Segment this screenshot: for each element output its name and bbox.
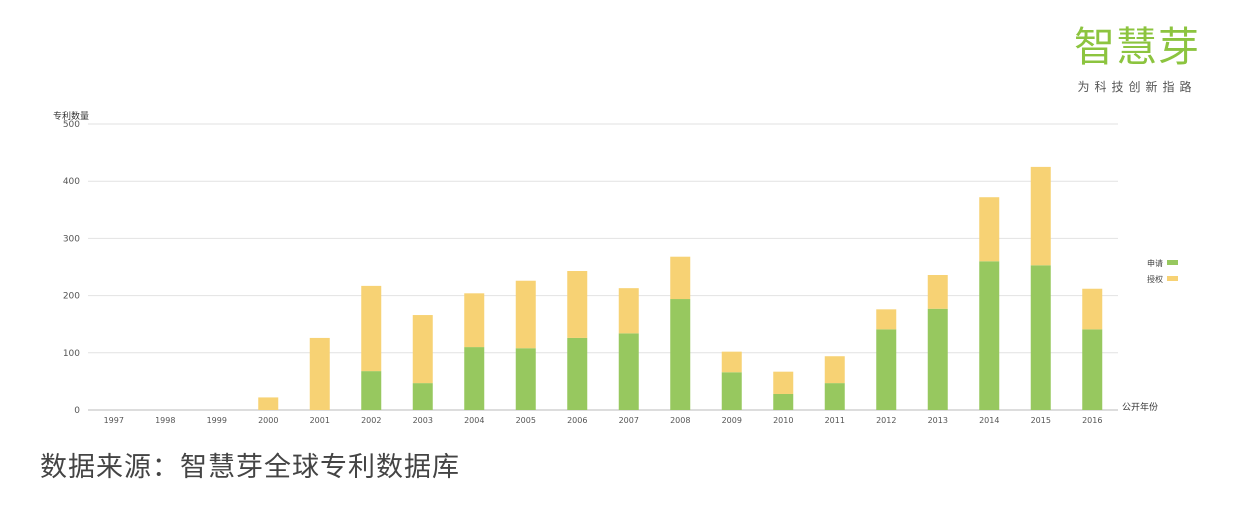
bar-grant-2008	[670, 256, 691, 300]
bar-application-2006	[567, 337, 588, 410]
x-tick-label: 2001	[310, 416, 330, 425]
y-tick-label: 500	[63, 120, 80, 130]
x-tick-label: 2010	[773, 416, 793, 425]
y-tick-label: 400	[63, 177, 80, 187]
logo-tagline: 为科技创新指路	[1077, 80, 1197, 94]
x-tick-label: 2002	[361, 416, 381, 425]
x-tick-label: 2012	[876, 416, 896, 425]
bar-application-2011	[824, 383, 845, 410]
x-tick-label: 2014	[979, 416, 999, 425]
bar-application-2005	[515, 348, 536, 410]
bar-grant-2014	[979, 197, 1000, 262]
bar-grant-2012	[876, 309, 897, 330]
y-tick-label: 300	[63, 234, 80, 244]
bars-layer	[258, 166, 1103, 410]
brand-logo: 智慧芽 为科技创新指路	[1064, 22, 1210, 95]
legend-label: 授权	[1147, 274, 1163, 284]
x-tick-label: 1999	[207, 416, 227, 425]
bar-grant-2002	[361, 285, 382, 372]
bar-grant-2010	[773, 371, 794, 394]
bar-application-2007	[618, 333, 639, 410]
x-tick-label: 2005	[516, 416, 536, 425]
x-tick-label: 2016	[1082, 416, 1102, 425]
bar-grant-2001	[309, 337, 330, 410]
x-tick-label: 2013	[928, 416, 948, 425]
bar-application-2016	[1082, 329, 1103, 410]
bar-grant-2006	[567, 271, 588, 338]
legend-swatch	[1167, 260, 1178, 265]
x-axis-label: 公开年份	[1122, 401, 1158, 413]
bar-grant-2015	[1030, 166, 1051, 266]
data-source-caption: 数据来源：智慧芽全球专利数据库	[40, 452, 460, 483]
bar-grant-2011	[824, 356, 845, 384]
bar-grant-2004	[464, 293, 485, 348]
bar-application-2009	[721, 372, 742, 410]
y-tick-label: 0	[74, 406, 80, 416]
y-tick-label: 200	[63, 292, 80, 302]
grid-layer	[88, 123, 1118, 411]
bar-grant-2013	[927, 275, 948, 309]
patent-chart: 0 100 200 300 400 500 专利数量公开年份 1997 1998 1999 2000…	[53, 110, 1178, 425]
x-tick-label: 2007	[619, 416, 639, 425]
bar-grant-2016	[1082, 288, 1103, 330]
x-tick-label: 2011	[825, 416, 845, 425]
x-tick-label: 2000	[258, 416, 278, 425]
x-tick-label: 2015	[1031, 416, 1051, 425]
bar-application-2010	[773, 393, 794, 410]
bar-application-2004	[464, 347, 485, 410]
x-tick-label: 2003	[413, 416, 433, 425]
bar-application-2015	[1030, 265, 1051, 410]
x-tick-label: 2008	[670, 416, 690, 425]
bar-application-2003	[412, 383, 433, 410]
logo-name: 智慧芽	[1074, 23, 1200, 71]
bar-grant-2007	[618, 288, 639, 334]
y-axis-label: 专利数量	[53, 110, 89, 122]
y-tick-label: 100	[63, 349, 80, 359]
bar-application-2008	[670, 299, 691, 410]
bar-grant-2005	[515, 280, 536, 349]
x-tick-label: 2004	[464, 416, 484, 425]
bar-grant-2009	[721, 351, 742, 373]
legend-swatch	[1167, 276, 1178, 281]
bar-application-2012	[876, 329, 897, 410]
x-tick-label: 1998	[155, 416, 175, 425]
bar-application-2002	[361, 371, 382, 410]
bar-grant-2003	[412, 315, 433, 384]
x-tick-label: 2009	[722, 416, 742, 425]
x-tick-label: 2006	[567, 416, 587, 425]
legend-label: 申请	[1147, 258, 1163, 268]
bar-grant-2000	[258, 397, 279, 410]
bar-application-2013	[927, 308, 948, 410]
x-tick-label: 1997	[104, 416, 124, 425]
bar-application-2014	[979, 261, 1000, 410]
